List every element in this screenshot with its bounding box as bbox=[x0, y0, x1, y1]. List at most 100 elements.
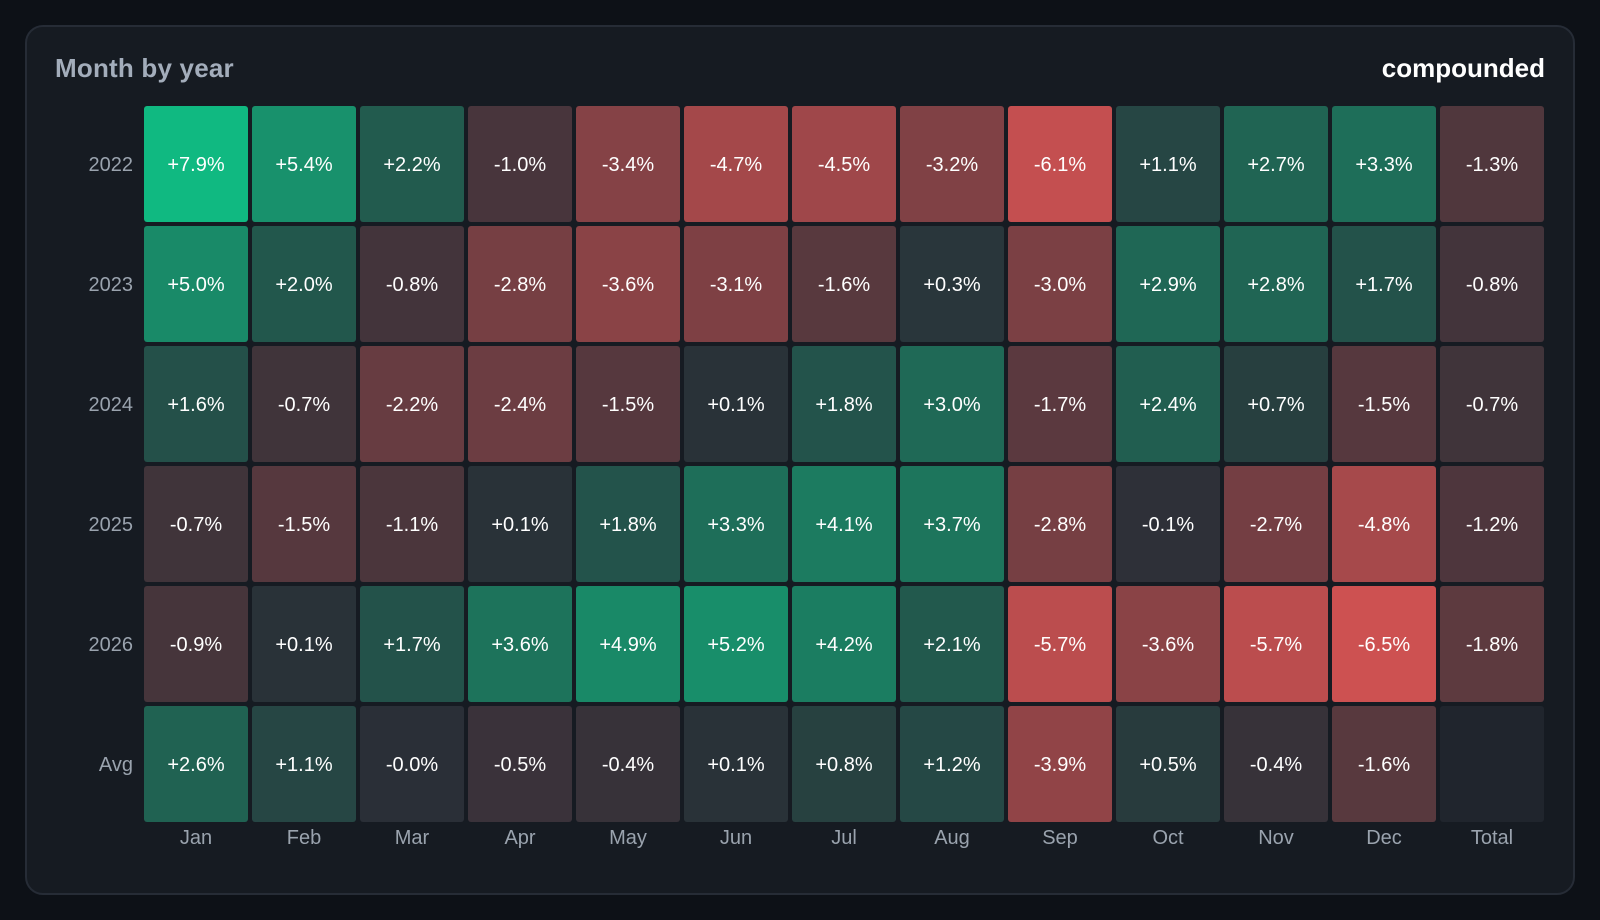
heatmap-cell-label: -0.7% bbox=[278, 394, 330, 416]
heatmap-cell-label: +5.4% bbox=[275, 154, 332, 176]
heatmap-cell[interactable] bbox=[1332, 226, 1436, 342]
heatmap-cell[interactable] bbox=[1332, 466, 1436, 582]
heatmap-cell-label: +3.3% bbox=[1355, 154, 1412, 176]
heatmap-cell[interactable] bbox=[792, 106, 896, 222]
heatmap-cell[interactable] bbox=[576, 586, 680, 702]
heatmap-cell[interactable] bbox=[684, 226, 788, 342]
heatmap-cell[interactable] bbox=[576, 706, 680, 822]
heatmap-cell-label: +0.5% bbox=[1139, 754, 1196, 776]
heatmap-cell[interactable] bbox=[1440, 346, 1544, 462]
heatmap-cell[interactable] bbox=[1224, 226, 1328, 342]
heatmap-cell[interactable] bbox=[684, 106, 788, 222]
heatmap-cell-label: -0.9% bbox=[170, 634, 222, 656]
heatmap-cell[interactable] bbox=[252, 226, 356, 342]
heatmap-cell[interactable] bbox=[1224, 106, 1328, 222]
heatmap-cell[interactable] bbox=[792, 226, 896, 342]
heatmap-cell[interactable] bbox=[1440, 226, 1544, 342]
heatmap-cell[interactable] bbox=[252, 106, 356, 222]
heatmap-cell[interactable] bbox=[360, 586, 464, 702]
heatmap-cell[interactable] bbox=[1440, 706, 1544, 822]
heatmap-cell[interactable] bbox=[900, 226, 1004, 342]
heatmap-cell-label: +4.9% bbox=[599, 634, 656, 656]
heatmap-cell[interactable] bbox=[1116, 346, 1220, 462]
column-label-nov: Nov bbox=[1258, 827, 1294, 849]
heatmap-cell-label: +4.1% bbox=[815, 514, 872, 536]
heatmap-cell[interactable] bbox=[252, 346, 356, 462]
heatmap-cell[interactable] bbox=[576, 106, 680, 222]
heatmap-cell-label: -3.6% bbox=[1142, 634, 1194, 656]
heatmap-cell[interactable] bbox=[1224, 346, 1328, 462]
heatmap-cell[interactable] bbox=[468, 226, 572, 342]
heatmap-cell[interactable] bbox=[1332, 106, 1436, 222]
heatmap-cell[interactable] bbox=[900, 706, 1004, 822]
heatmap-cell[interactable] bbox=[252, 706, 356, 822]
heatmap-cell-label: +2.2% bbox=[383, 154, 440, 176]
heatmap-cell[interactable] bbox=[684, 586, 788, 702]
heatmap-cell[interactable] bbox=[252, 466, 356, 582]
heatmap-cell[interactable] bbox=[1116, 466, 1220, 582]
heatmap-cell[interactable] bbox=[468, 586, 572, 702]
heatmap-cell[interactable] bbox=[1116, 106, 1220, 222]
heatmap-cell[interactable] bbox=[360, 106, 464, 222]
heatmap-cell-label: -1.5% bbox=[1358, 394, 1410, 416]
heatmap-cell[interactable] bbox=[576, 466, 680, 582]
heatmap-cell[interactable] bbox=[144, 466, 248, 582]
heatmap-cell[interactable] bbox=[1224, 586, 1328, 702]
heatmap-cell[interactable] bbox=[1008, 706, 1112, 822]
heatmap-cell[interactable] bbox=[1116, 226, 1220, 342]
heatmap-cell[interactable] bbox=[360, 226, 464, 342]
heatmap-cell-label: -6.5% bbox=[1358, 634, 1410, 656]
heatmap-cell[interactable] bbox=[1332, 346, 1436, 462]
heatmap-cell[interactable] bbox=[1440, 466, 1544, 582]
heatmap-cell[interactable] bbox=[576, 226, 680, 342]
heatmap-cell-label: +4.2% bbox=[815, 634, 872, 656]
heatmap-cell[interactable] bbox=[360, 706, 464, 822]
heatmap-cell[interactable] bbox=[468, 466, 572, 582]
heatmap-cell[interactable] bbox=[468, 106, 572, 222]
heatmap-cell[interactable] bbox=[360, 346, 464, 462]
heatmap-cell-label: +2.1% bbox=[923, 634, 980, 656]
heatmap-cell[interactable] bbox=[1224, 466, 1328, 582]
heatmap-cell[interactable] bbox=[1008, 466, 1112, 582]
heatmap-cell[interactable] bbox=[900, 346, 1004, 462]
heatmap-cell[interactable] bbox=[144, 706, 248, 822]
heatmap-cell[interactable] bbox=[1440, 586, 1544, 702]
heatmap-cell[interactable] bbox=[144, 106, 248, 222]
heatmap-cell[interactable] bbox=[1116, 706, 1220, 822]
column-label-feb: Feb bbox=[287, 827, 321, 849]
heatmap-cell[interactable] bbox=[144, 346, 248, 462]
heatmap-cell-label: +3.7% bbox=[923, 514, 980, 536]
heatmap-cell[interactable] bbox=[900, 586, 1004, 702]
return-mode-label[interactable]: compounded bbox=[1381, 53, 1545, 83]
heatmap-cell[interactable] bbox=[1332, 706, 1436, 822]
column-label-may: May bbox=[609, 827, 647, 849]
heatmap-cell[interactable] bbox=[144, 586, 248, 702]
heatmap-cell[interactable] bbox=[684, 346, 788, 462]
heatmap-cell[interactable] bbox=[144, 226, 248, 342]
heatmap-cell[interactable] bbox=[468, 346, 572, 462]
heatmap-cell[interactable] bbox=[684, 466, 788, 582]
heatmap-cell[interactable] bbox=[792, 706, 896, 822]
heatmap-cell[interactable] bbox=[1008, 586, 1112, 702]
heatmap-cell[interactable] bbox=[792, 586, 896, 702]
heatmap-cell[interactable] bbox=[684, 706, 788, 822]
heatmap-cell[interactable] bbox=[1008, 346, 1112, 462]
heatmap-cell[interactable] bbox=[1332, 586, 1436, 702]
heatmap-cell[interactable] bbox=[900, 106, 1004, 222]
heatmap-cell-label: +1.2% bbox=[923, 754, 980, 776]
column-label-jul: Jul bbox=[831, 827, 857, 849]
heatmap-cell[interactable] bbox=[900, 466, 1004, 582]
heatmap-cell[interactable] bbox=[252, 586, 356, 702]
heatmap-cell[interactable] bbox=[360, 466, 464, 582]
heatmap-cell[interactable] bbox=[1116, 586, 1220, 702]
heatmap-cell-label: +1.1% bbox=[275, 754, 332, 776]
heatmap-cell[interactable] bbox=[1008, 106, 1112, 222]
heatmap-cell[interactable] bbox=[1224, 706, 1328, 822]
heatmap-cell[interactable] bbox=[1440, 106, 1544, 222]
heatmap-cell[interactable] bbox=[792, 466, 896, 582]
heatmap-cell[interactable] bbox=[1008, 226, 1112, 342]
heatmap-cell[interactable] bbox=[792, 346, 896, 462]
heatmap-cell[interactable] bbox=[468, 706, 572, 822]
heatmap-cell[interactable] bbox=[576, 346, 680, 462]
heatmap-cell-label: -1.7% bbox=[1034, 394, 1086, 416]
